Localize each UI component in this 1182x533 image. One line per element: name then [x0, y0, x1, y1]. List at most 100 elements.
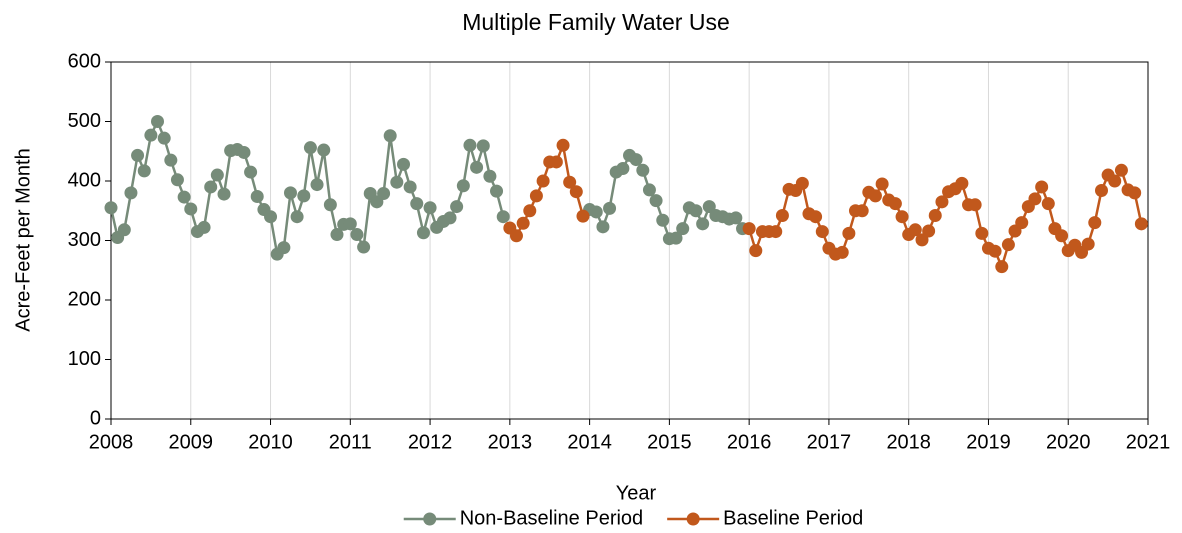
data-point [603, 201, 617, 215]
data-point [908, 223, 922, 237]
data-point [323, 198, 337, 212]
data-point [529, 189, 543, 203]
x-tick-label: 2018 [886, 431, 931, 453]
data-point [576, 209, 590, 223]
data-point [1114, 163, 1128, 177]
data-point [483, 169, 497, 183]
data-point [137, 164, 151, 178]
data-point [250, 189, 264, 203]
data-point [177, 190, 191, 204]
data-point [569, 185, 583, 199]
legend: Non-Baseline Period Baseline Period [403, 507, 863, 529]
data-point [536, 174, 550, 188]
legend-item: Non-Baseline Period [403, 507, 643, 529]
data-point [888, 197, 902, 211]
data-point [642, 183, 656, 197]
legend-marker [423, 512, 437, 526]
data-point [656, 213, 670, 227]
data-point [277, 241, 291, 255]
data-point [237, 145, 251, 159]
data-point [170, 173, 184, 187]
x-tick-label: 2020 [1046, 431, 1091, 453]
data-point [509, 229, 523, 243]
data-point [1028, 192, 1042, 206]
data-point [669, 231, 683, 245]
legend-item: Baseline Period [667, 507, 863, 529]
data-point [749, 244, 763, 258]
data-point [383, 129, 397, 143]
data-point [988, 244, 1002, 258]
data-point [357, 240, 371, 254]
data-point [131, 148, 145, 162]
data-point [330, 228, 344, 242]
data-point [915, 233, 929, 247]
data-point [151, 115, 165, 128]
data-point [197, 220, 211, 234]
data-point [1035, 180, 1049, 194]
x-tick-label: 2013 [488, 431, 533, 453]
data-point [476, 139, 490, 153]
data-point [1001, 238, 1015, 252]
data-point [795, 176, 809, 190]
data-point [729, 211, 743, 225]
y-axis-label: Acre-Feet per Month [12, 148, 34, 331]
data-point [410, 197, 424, 211]
legend-marker [686, 512, 700, 526]
data-point [456, 179, 470, 193]
data-point [702, 200, 716, 214]
legend-label: Non-Baseline Period [460, 507, 643, 529]
data-point [995, 260, 1009, 274]
data-point [875, 177, 889, 191]
data-point [1041, 197, 1055, 211]
data-point [922, 224, 936, 238]
data-point [117, 223, 131, 237]
data-point [696, 217, 710, 231]
data-point [809, 210, 823, 224]
data-point [895, 210, 909, 224]
data-point [343, 217, 357, 231]
data-point [516, 216, 530, 230]
data-point [769, 225, 783, 239]
data-point [596, 220, 610, 234]
data-point [283, 186, 297, 200]
data-point [264, 210, 278, 224]
data-point [742, 222, 756, 236]
y-tick-label: 100 [68, 348, 101, 370]
data-point [390, 175, 404, 189]
data-point [490, 184, 504, 198]
data-point [217, 187, 231, 201]
data-point [676, 222, 690, 236]
data-point [649, 194, 663, 208]
data-point [589, 205, 603, 219]
data-point [636, 163, 650, 177]
data-point [1128, 186, 1142, 200]
data-point [523, 204, 537, 218]
x-tick-label: 2019 [966, 431, 1011, 453]
x-tick-label: 2012 [408, 431, 453, 453]
y-tick-label: 500 [68, 110, 101, 132]
x-tick-label: 2017 [807, 431, 852, 453]
data-point [842, 226, 856, 240]
data-point [297, 189, 311, 203]
data-point [416, 226, 430, 240]
data-point [496, 210, 510, 224]
data-point [403, 180, 417, 194]
data-point [210, 168, 224, 182]
y-tick-label: 400 [68, 169, 101, 191]
data-point [104, 201, 118, 215]
data-point [868, 189, 882, 203]
x-tick-label: 2009 [169, 431, 214, 453]
data-point [935, 195, 949, 209]
data-point [317, 143, 331, 157]
data-point [1081, 237, 1095, 251]
x-tick-label: 2011 [329, 431, 372, 453]
x-tick-label: 2015 [647, 431, 692, 453]
data-point [556, 138, 570, 152]
data-point [423, 201, 437, 215]
data-point [244, 165, 258, 179]
y-tick-label: 600 [68, 50, 101, 72]
data-point [443, 211, 457, 225]
data-point [157, 131, 171, 145]
data-point [124, 186, 138, 200]
